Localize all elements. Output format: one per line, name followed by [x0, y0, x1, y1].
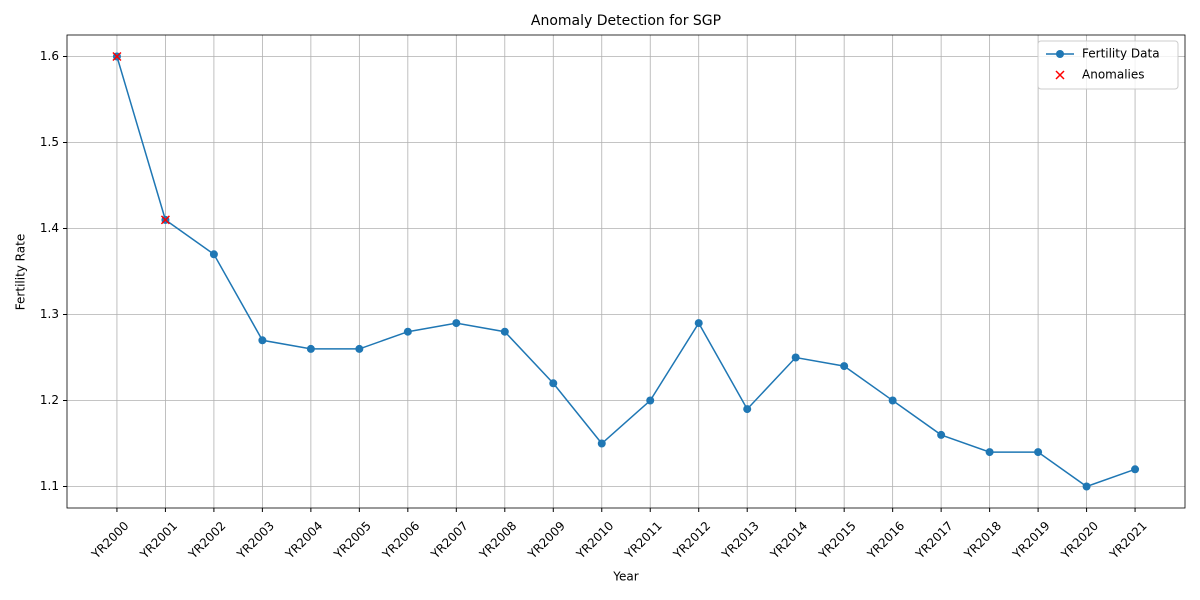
y-tick-label: 1.5 [40, 135, 59, 149]
x-axis-label: Year [612, 570, 638, 584]
anomaly-marker [160, 215, 170, 225]
point [646, 396, 655, 405]
point [355, 344, 364, 353]
data-line [116, 56, 1136, 488]
point [306, 344, 315, 353]
legend-box [1037, 40, 1179, 90]
legend-marker [1055, 70, 1065, 80]
point [258, 336, 267, 345]
point [937, 430, 946, 439]
point [985, 448, 994, 457]
point [694, 319, 703, 328]
point [452, 319, 461, 328]
y-tick-label: 1.4 [40, 221, 59, 235]
point [791, 353, 800, 362]
plot-frame [66, 34, 1186, 509]
point [549, 379, 558, 388]
point [1034, 448, 1043, 457]
y-axis-label: Fertility Rate [14, 234, 28, 310]
point [500, 327, 509, 336]
point [597, 439, 606, 448]
legend-marker [1056, 50, 1064, 58]
chart-title: Anomaly Detection for SGP [531, 13, 721, 29]
point [743, 405, 752, 414]
point [1131, 465, 1140, 474]
y-tick-label: 1.1 [40, 479, 59, 493]
legend-label: Anomalies [1082, 68, 1145, 82]
y-tick-label: 1.3 [40, 307, 59, 321]
point [209, 250, 218, 259]
y-tick-label: 1.2 [40, 393, 59, 407]
point [888, 396, 897, 405]
y-tick-label: 1.6 [40, 49, 59, 63]
anomaly-marker [112, 51, 122, 62]
legend-label: Fertility Data [1082, 47, 1160, 61]
point [1082, 482, 1091, 491]
point [403, 327, 412, 336]
point [840, 362, 849, 371]
